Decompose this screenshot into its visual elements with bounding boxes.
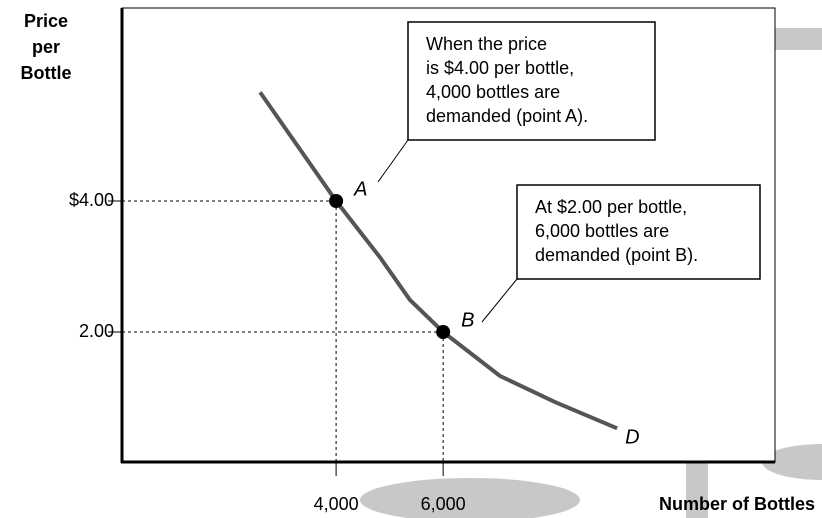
point-label: B <box>461 309 474 331</box>
x-axis-label: Number of Bottles <box>659 494 815 514</box>
annotation-text: When the price <box>426 34 547 54</box>
point-label: A <box>353 178 367 200</box>
curve-label: D <box>625 427 639 449</box>
x-tick-label: 4,000 <box>314 494 359 514</box>
annotation-text: 6,000 bottles are <box>535 221 669 241</box>
y-axis-label: per <box>32 37 60 57</box>
annotation-text: 4,000 bottles are <box>426 82 560 102</box>
annotation-text: is $4.00 per bottle, <box>426 58 574 78</box>
annotation-text: At $2.00 per bottle, <box>535 197 687 217</box>
y-axis-label: Price <box>24 11 68 31</box>
y-tick-label: 2.00 <box>79 321 114 341</box>
scale-pan <box>360 478 580 518</box>
point-marker <box>329 194 343 208</box>
chart: Number of Bottles Price per Bottle $4.00 2.0… <box>0 0 822 518</box>
annotation-text: demanded (point A). <box>426 106 588 126</box>
point-marker <box>436 325 450 339</box>
y-axis-label: Bottle <box>21 63 72 83</box>
y-tick-label: $4.00 <box>69 190 114 210</box>
annotation-text: demanded (point B). <box>535 245 698 265</box>
x-tick-label: 6,000 <box>421 494 466 514</box>
